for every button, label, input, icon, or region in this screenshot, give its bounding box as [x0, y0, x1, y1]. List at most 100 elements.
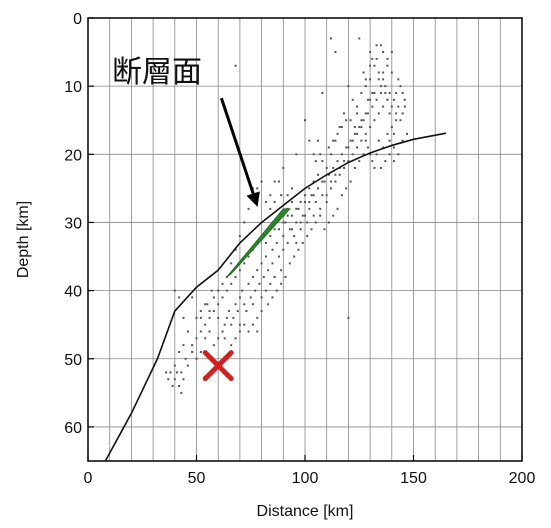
event-point	[384, 160, 387, 163]
event-point	[230, 282, 233, 285]
event-point	[173, 378, 176, 381]
event-point	[369, 51, 372, 54]
event-point	[343, 160, 346, 163]
event-point	[377, 71, 380, 74]
event-point	[290, 201, 293, 204]
event-point	[388, 112, 391, 115]
event-point	[397, 78, 400, 81]
event-point	[366, 98, 369, 101]
event-point	[345, 119, 348, 122]
event-point	[262, 275, 265, 278]
event-point	[347, 85, 350, 88]
event-point	[247, 255, 250, 258]
event-point	[364, 112, 367, 115]
event-point	[319, 214, 322, 217]
event-point	[345, 146, 348, 149]
event-point	[280, 269, 283, 272]
event-point	[304, 214, 306, 217]
event-point	[256, 269, 259, 272]
event-point	[234, 303, 237, 306]
event-point	[173, 289, 176, 292]
event-point	[379, 166, 382, 169]
event-point	[236, 310, 239, 313]
event-point	[212, 296, 215, 299]
event-point	[290, 187, 293, 190]
event-point	[238, 330, 241, 333]
event-point	[167, 378, 170, 381]
event-point	[397, 105, 400, 108]
event-point	[243, 221, 246, 224]
event-point	[249, 296, 252, 299]
event-point	[401, 91, 404, 94]
event-point	[379, 85, 382, 88]
event-point	[369, 126, 372, 129]
event-point	[388, 91, 391, 94]
x-axis-title: Distance [km]	[257, 503, 354, 520]
event-point	[382, 105, 385, 108]
event-point	[386, 64, 389, 67]
event-point	[375, 98, 378, 101]
event-point	[169, 371, 172, 374]
event-point	[191, 296, 194, 299]
event-point	[184, 357, 187, 360]
event-point	[317, 139, 320, 142]
event-point	[269, 282, 272, 285]
event-point	[243, 303, 246, 306]
event-point	[375, 44, 378, 47]
event-point	[304, 201, 306, 204]
event-point	[275, 289, 278, 292]
event-point	[312, 153, 315, 156]
event-point	[349, 180, 352, 183]
event-point	[234, 337, 237, 340]
y-tick-label: 40	[64, 284, 82, 301]
event-point	[351, 153, 354, 156]
event-point	[336, 132, 339, 135]
event-point	[340, 194, 343, 197]
event-point	[358, 126, 361, 129]
event-point	[269, 207, 272, 210]
event-point	[260, 262, 263, 265]
event-point	[362, 71, 365, 74]
event-point	[356, 132, 359, 135]
event-point	[238, 296, 241, 299]
event-point	[288, 262, 291, 265]
event-point	[340, 126, 343, 129]
event-point	[340, 153, 343, 156]
event-point	[321, 160, 324, 163]
event-point	[271, 248, 274, 251]
event-point	[306, 221, 309, 224]
event-point	[349, 119, 352, 122]
event-point	[199, 330, 202, 333]
event-point	[238, 323, 241, 326]
event-point	[371, 57, 374, 60]
event-point	[358, 160, 361, 163]
x-tick-label: 50	[188, 470, 206, 487]
event-point	[364, 85, 367, 88]
event-point	[390, 51, 393, 54]
event-point	[247, 282, 250, 285]
event-point	[334, 180, 337, 183]
event-point	[275, 241, 278, 244]
event-point	[267, 303, 270, 306]
event-point	[297, 207, 300, 210]
event-point	[171, 385, 174, 388]
event-point	[304, 119, 306, 122]
event-point	[369, 78, 372, 81]
event-point	[360, 139, 363, 142]
event-point	[332, 139, 335, 142]
event-point	[208, 330, 211, 333]
event-point	[364, 78, 367, 81]
event-point	[195, 357, 198, 360]
event-point	[327, 146, 330, 149]
event-point	[254, 289, 257, 292]
event-point	[286, 194, 289, 197]
event-point	[264, 255, 267, 258]
event-point	[256, 187, 259, 190]
event-point	[256, 330, 259, 333]
event-point	[356, 112, 359, 115]
event-point	[330, 37, 333, 40]
event-point	[401, 112, 404, 115]
y-axis-title: Depth [km]	[15, 201, 32, 278]
event-point	[223, 337, 226, 340]
event-point	[251, 275, 254, 278]
